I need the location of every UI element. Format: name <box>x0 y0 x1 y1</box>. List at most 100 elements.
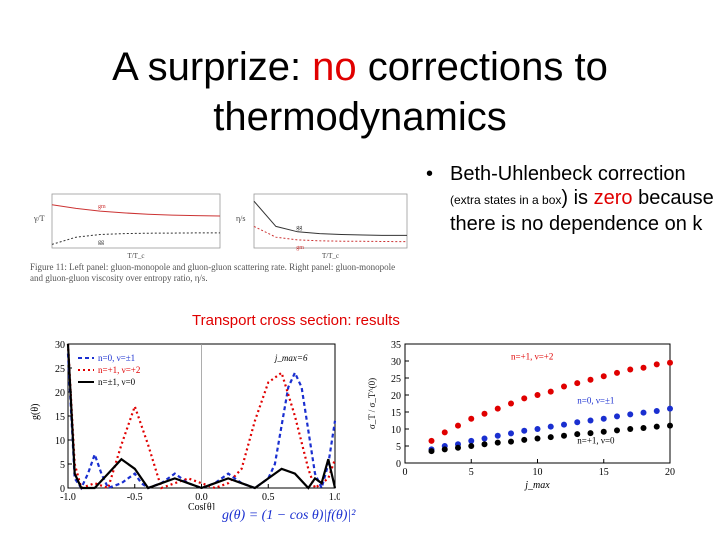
data-point-1 <box>627 411 634 418</box>
data-point-2 <box>667 422 673 429</box>
legend-label-1: n=+1, ν=+2 <box>98 365 140 375</box>
data-point-0 <box>627 366 634 373</box>
x-tick-label: -1.0 <box>60 492 76 503</box>
data-point-2 <box>640 424 647 431</box>
data-point-2 <box>481 441 488 448</box>
data-point-2 <box>600 428 607 435</box>
data-point-2 <box>521 436 528 443</box>
data-point-0 <box>653 361 660 368</box>
data-point-0 <box>587 376 594 383</box>
y-tick-label: 25 <box>55 364 65 375</box>
title-accent: no <box>312 45 357 89</box>
data-point-0 <box>640 364 647 371</box>
bullet-symbol: • <box>426 163 434 185</box>
data-point-2 <box>455 444 461 451</box>
x-axis-label: j_max <box>523 480 550 491</box>
chart-annotation: j_max=6 <box>274 353 308 363</box>
slide-title: A surprize: no corrections to thermodyna… <box>40 42 680 142</box>
series-line-gm <box>253 225 408 243</box>
bullet-line-a: Beth-Uhlenbeck correction <box>450 163 686 185</box>
data-point-1 <box>508 430 514 437</box>
data-point-1 <box>534 426 541 432</box>
rate-panel: γ/T T/T_c gm gg <box>30 188 225 260</box>
x-tick-label: -0.5 <box>127 492 143 503</box>
x-tick-label: 5 <box>469 467 474 478</box>
x-axis-label: Cos[θ] <box>188 502 215 510</box>
bullet-zero-word: zero <box>593 187 633 209</box>
data-point-0 <box>547 388 554 395</box>
bullet-line-c: because there is no dependence on k <box>450 187 714 235</box>
y-tick-label: 5 <box>60 460 65 471</box>
y-tick-label: 25 <box>391 374 401 385</box>
y-tick-label: 0 <box>396 459 401 470</box>
data-point-0 <box>428 437 435 444</box>
y-axis-label: η/s <box>236 214 246 223</box>
data-point-0 <box>561 383 567 390</box>
y-tick-label: 35 <box>391 340 401 351</box>
x-tick-label: 10 <box>533 467 543 478</box>
series-label-gg: gg <box>98 240 104 246</box>
series-line-gm <box>51 204 221 217</box>
data-point-2 <box>468 443 475 449</box>
data-point-2 <box>561 432 567 439</box>
data-point-1 <box>574 419 581 426</box>
data-point-0 <box>468 415 475 422</box>
data-point-1 <box>468 437 475 444</box>
x-axis-label: T/T_c <box>322 252 339 260</box>
data-point-1 <box>481 435 488 442</box>
data-point-1 <box>653 407 660 414</box>
y-axis-label: σ_T / σ_T^(0) <box>367 378 377 429</box>
data-point-0 <box>481 410 488 417</box>
cross-section-chart: 0 5 10 15 20 0 5 10 15 20 25 30 35 j_max σ_T / σ_T^(0)… <box>367 340 675 491</box>
data-point-1 <box>521 427 528 434</box>
y-tick-label: 0 <box>60 484 65 495</box>
data-point-1 <box>587 417 594 424</box>
viscosity-panel: η/s T/T_c gg gm <box>232 188 412 260</box>
data-point-2 <box>574 431 581 438</box>
data-point-0 <box>455 422 461 429</box>
plot-frame <box>253 193 408 249</box>
data-point-2 <box>534 435 541 442</box>
title-part-1: A surprize: <box>112 45 313 89</box>
bullet-line-b: ) is <box>561 187 594 209</box>
y-tick-label: 5 <box>396 442 401 453</box>
data-point-2 <box>587 430 594 437</box>
y-tick-label: 20 <box>55 388 65 399</box>
data-point-0 <box>508 400 514 407</box>
data-point-0 <box>614 369 620 376</box>
series-label-0: n=+1, ν=+2 <box>511 351 553 361</box>
series-label-2: n=+1, ν=0 <box>577 435 615 445</box>
data-point-2 <box>547 434 554 441</box>
transport-title: Transport cross section: results <box>192 312 400 329</box>
bullet-text: Beth-Uhlenbeck correction (extra states … <box>450 162 720 236</box>
viscosity-chart: η/s T/T_c gg gm <box>236 193 408 260</box>
series-line-gg <box>51 232 220 245</box>
data-point-1 <box>561 421 567 428</box>
data-point-2 <box>494 439 501 446</box>
x-tick-label: 0.0 <box>195 492 208 503</box>
series-line-gg <box>253 200 407 236</box>
bullet-small-note: (extra states in a box <box>450 193 562 207</box>
data-point-0 <box>441 429 448 436</box>
x-tick-label: 20 <box>665 467 675 478</box>
data-point-0 <box>574 380 581 387</box>
data-point-0 <box>494 405 501 412</box>
data-point-2 <box>428 448 435 455</box>
x-tick-label: 0.5 <box>262 492 275 503</box>
angular-distribution-chart: -1.0 -0.5 0.0 0.5 1.0 0 5 10 15 20 25 30 Cos[θ] g(θ) j… <box>30 340 340 510</box>
series-label-1: n=0, ν=±1 <box>577 396 614 406</box>
data-point-2 <box>653 423 660 430</box>
series-label-gm: gm <box>98 204 106 210</box>
title-part-2: corrections to thermodynamics <box>213 45 608 139</box>
series-label-gg: gg <box>296 225 302 231</box>
data-point-0 <box>534 392 541 398</box>
y-tick-label: 20 <box>391 391 401 402</box>
series-line-0 <box>66 353 337 492</box>
series-line-2 <box>66 343 337 490</box>
y-tick-label: 10 <box>391 425 401 436</box>
y-axis-label: g(θ) <box>30 404 41 420</box>
legend-label-2: n=±1, ν=0 <box>98 377 136 387</box>
x-tick-label: 0 <box>403 467 408 478</box>
y-tick-label: 30 <box>391 357 401 368</box>
plot-frame <box>51 193 221 249</box>
